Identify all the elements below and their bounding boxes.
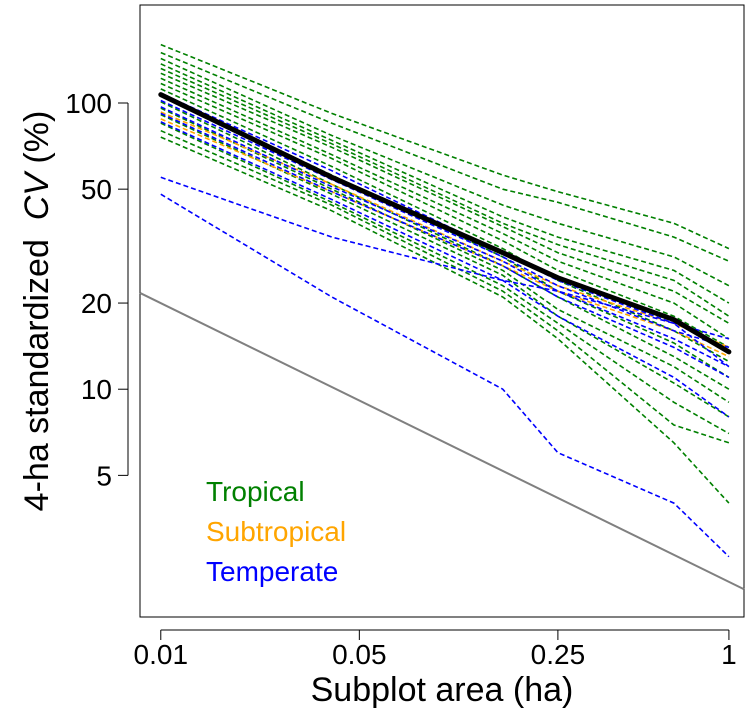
series-line-tropical-2 xyxy=(160,57,730,287)
mean-series-line xyxy=(158,92,732,355)
series-line-temperate-24 xyxy=(160,193,730,558)
x-tick-label: 0.25 xyxy=(531,639,586,670)
y-axis: 5 10 20 50 100 xyxy=(65,88,129,491)
series-line-tropical-11 xyxy=(160,107,730,403)
series-line-temperate-18 xyxy=(160,92,730,340)
legend-subtropical: Subtropical xyxy=(206,516,346,547)
y-axis-label-prefix: 4-ha standardized xyxy=(18,220,56,511)
series-line-tropical-10 xyxy=(160,101,730,390)
series-line-tropical-7 xyxy=(160,82,730,349)
y-tick-label: 100 xyxy=(65,88,112,119)
x-axis: 0.01 0.05 0.25 1 xyxy=(134,629,737,670)
series-line-temperate-20 xyxy=(160,106,730,368)
series-line-tropical-6 xyxy=(160,77,730,340)
reference-line xyxy=(139,292,745,591)
series-line-temperate-22 xyxy=(160,121,730,418)
y-axis-label-cv: CV xyxy=(18,170,56,221)
series-line-temperate-21 xyxy=(160,112,730,379)
legend-tropical: Tropical xyxy=(206,476,305,507)
y-tick-label: 50 xyxy=(81,174,112,205)
x-tick-label: 0.05 xyxy=(332,639,387,670)
x-tick-label: 0.01 xyxy=(134,639,189,670)
series-line-subtropical-16 xyxy=(160,111,730,349)
series-line-tropical-15 xyxy=(160,136,730,504)
series-line-temperate-19 xyxy=(160,99,730,349)
x-tick-label: 1 xyxy=(721,639,737,670)
series-line-tropical-14 xyxy=(160,129,730,444)
series-line-tropical-0 xyxy=(160,43,730,250)
y-tick-label: 10 xyxy=(81,374,112,405)
series-line-tropical-12 xyxy=(160,113,730,418)
series-line-tropical-5 xyxy=(160,72,730,324)
y-axis-label: 4-ha standardized CV (%) xyxy=(18,111,56,512)
x-axis-label: Subplot area (ha) xyxy=(311,671,574,709)
y-tick-label: 20 xyxy=(81,288,112,319)
reference-line-layer xyxy=(139,292,745,591)
plot-frame xyxy=(139,4,745,618)
legend-temperate: Temperate xyxy=(206,556,338,587)
y-axis-label-suffix: (%) xyxy=(18,111,56,173)
series-line-tropical-13 xyxy=(160,122,730,435)
series-line-subtropical-17 xyxy=(160,118,730,358)
mean-line-layer xyxy=(158,92,732,355)
series-layer xyxy=(160,43,730,558)
legend: Tropical Subtropical Temperate xyxy=(206,476,346,587)
series-line-tropical-3 xyxy=(160,63,730,304)
y-tick-label: 5 xyxy=(96,460,112,491)
series-line-tropical-4 xyxy=(160,67,730,317)
series-line-temperate-23 xyxy=(160,176,730,368)
series-line-tropical-1 xyxy=(160,51,730,262)
